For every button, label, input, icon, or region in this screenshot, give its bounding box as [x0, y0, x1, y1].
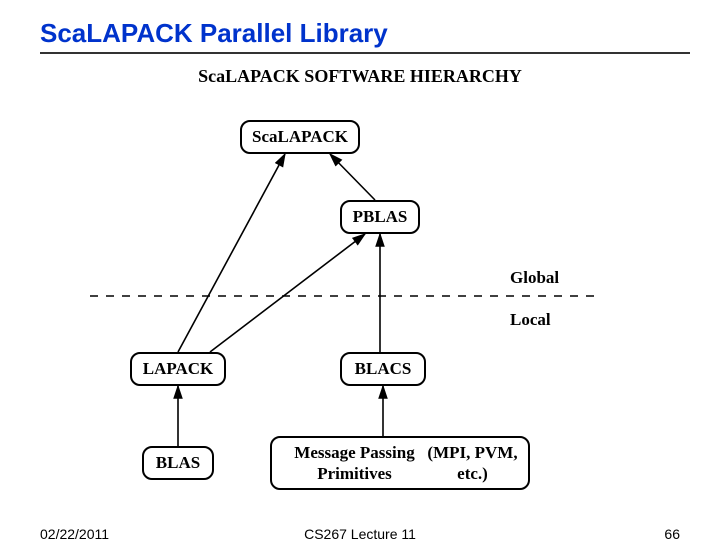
diagram-title: ScaLAPACK SOFTWARE HIERARCHY	[40, 66, 680, 87]
edge-lapack-to-pblas	[210, 234, 365, 352]
edge-lapack-to-scalapack	[178, 154, 285, 352]
region-label-local: Local	[510, 310, 551, 330]
node-message-passing: Message Passing Primitives(MPI, PVM, etc…	[270, 436, 530, 490]
node-scalapack: ScaLAPACK	[240, 120, 360, 154]
slide-title: ScaLAPACK Parallel Library	[40, 18, 388, 49]
diagram-edges-layer	[40, 60, 680, 500]
node-lapack: LAPACK	[130, 352, 226, 386]
node-blas: BLAS	[142, 446, 214, 480]
edge-pblas-to-scalapack	[330, 154, 375, 200]
title-underline	[40, 52, 690, 54]
node-blacs: BLACS	[340, 352, 426, 386]
region-label-global: Global	[510, 268, 559, 288]
node-pblas: PBLAS	[340, 200, 420, 234]
hierarchy-diagram: ScaLAPACK SOFTWARE HIERARCHY ScaLAPACK P…	[40, 60, 680, 500]
